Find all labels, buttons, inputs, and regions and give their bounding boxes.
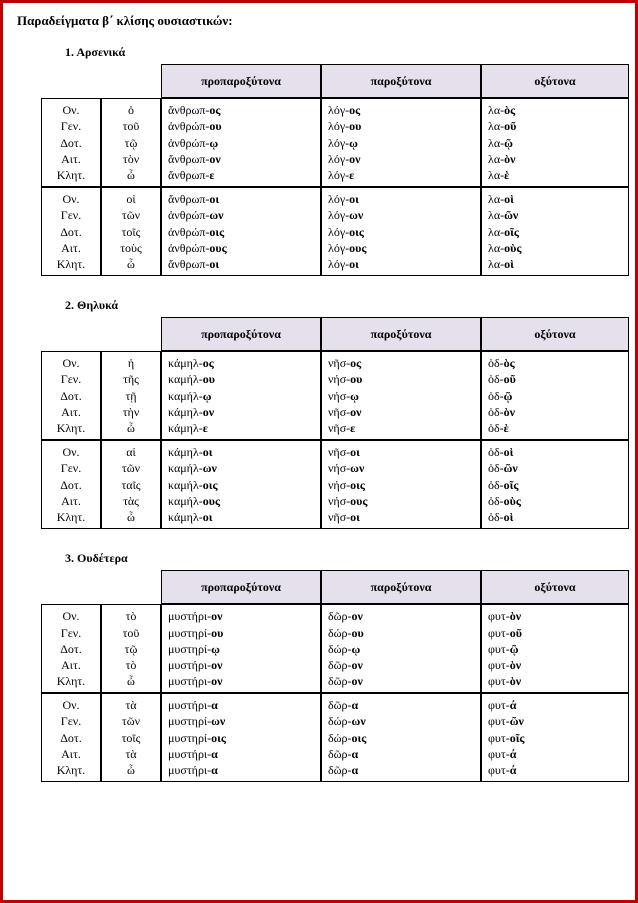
paroxytona-singular: νῆσ-οςνήσ-ουνήσ-ῳνῆσ-οννῆσ-ε <box>321 351 481 440</box>
cases-plural: Ον.Γεν.Δοτ.Αιτ.Κλητ. <box>41 187 101 276</box>
articles-plural: οἱτῶντοῖςτοὺςὦ <box>101 187 161 276</box>
paroxytona-singular: δῶρ-ονδώρ-ουδώρ-ῳδῶρ-ονδῶρ-ον <box>321 604 481 693</box>
paroxytona-plural: δῶρ-αδώρ-ωνδώρ-οιςδῶρ-αδῶρ-α <box>321 693 481 782</box>
declension-table: προπαροξύτοναπαροξύτοναοξύτοναΟν.Γεν.Δοτ… <box>41 570 621 782</box>
oxytona-plural: φυτ-άφυτ-ῶνφυτ-οῖςφυτ-άφυτ-ά <box>481 693 629 782</box>
header-blank <box>41 317 161 351</box>
cases-singular: Ον.Γεν.Δοτ.Αιτ.Κλητ. <box>41 351 101 440</box>
header-blank <box>41 64 161 98</box>
column-header: προπαροξύτονα <box>161 317 321 351</box>
declension-table: προπαροξύτοναπαροξύτοναοξύτοναΟν.Γεν.Δοτ… <box>41 64 621 276</box>
proparoxytona-singular: κάμηλ-οςκαμήλ-ουκαμήλ-ῳκάμηλ-ονκάμηλ-ε <box>161 351 321 440</box>
oxytona-plural: λα-οὶλα-ῶνλα-οῖςλα-οὺςλα-οὶ <box>481 187 629 276</box>
oxytona-singular: λα-ὸςλα-οῦλα-ῷλα-ὸνλα-ὲ <box>481 98 629 187</box>
column-header: οξύτονα <box>481 64 629 98</box>
cases-plural: Ον.Γεν.Δοτ.Αιτ.Κλητ. <box>41 693 101 782</box>
page: Παραδείγματα β΄ κλίσης ουσιαστικών: 1. Α… <box>0 0 638 903</box>
declension-table: προπαροξύτοναπαροξύτοναοξύτοναΟν.Γεν.Δοτ… <box>41 317 621 529</box>
proparoxytona-singular: μυστήρι-ονμυστηρί-ουμυστηρί-ῳμυστήρι-ονμ… <box>161 604 321 693</box>
column-header: οξύτονα <box>481 570 629 604</box>
header-blank <box>41 570 161 604</box>
column-header: προπαροξύτονα <box>161 570 321 604</box>
articles-plural: αἱτῶνταῖςτὰςὦ <box>101 440 161 529</box>
proparoxytona-plural: κάμηλ-οικαμήλ-ωνκαμήλ-οιςκαμήλ-ουςκάμηλ-… <box>161 440 321 529</box>
oxytona-singular: φυτ-ὸνφυτ-οῦφυτ-ῷφυτ-ὸνφυτ-ὸν <box>481 604 629 693</box>
section-label: 2. Θηλυκά <box>65 298 621 313</box>
proparoxytona-plural: ἄνθρωπ-οιἀνθρώπ-ωνἀνθρώπ-οιςἀνθρώπ-ουςἄν… <box>161 187 321 276</box>
articles-singular: ἡτῆςτῇτὴνὦ <box>101 351 161 440</box>
oxytona-plural: ὁδ-οὶὁδ-ῶνὁδ-οῖςὁδ-οὺςὁδ-οὶ <box>481 440 629 529</box>
proparoxytona-singular: ἄνθρωπ-οςἀνθρώπ-ουἀνθρώπ-ῳἄνθρωπ-ονἄνθρω… <box>161 98 321 187</box>
paroxytona-plural: νῆσ-οινήσ-ωννήσ-οιςνήσ-ουςνῆσ-οι <box>321 440 481 529</box>
cases-singular: Ον.Γεν.Δοτ.Αιτ.Κλητ. <box>41 98 101 187</box>
section-label: 1. Αρσενικά <box>65 45 621 60</box>
column-header: παροξύτονα <box>321 64 481 98</box>
column-header: οξύτονα <box>481 317 629 351</box>
paroxytona-plural: λόγ-οιλόγ-ωνλόγ-οιςλόγ-ουςλόγ-οι <box>321 187 481 276</box>
paroxytona-singular: λόγ-οςλόγ-ουλόγ-ῳλόγ-ονλόγ-ε <box>321 98 481 187</box>
column-header: παροξύτονα <box>321 570 481 604</box>
column-header: παροξύτονα <box>321 317 481 351</box>
cases-plural: Ον.Γεν.Δοτ.Αιτ.Κλητ. <box>41 440 101 529</box>
cases-singular: Ον.Γεν.Δοτ.Αιτ.Κλητ. <box>41 604 101 693</box>
articles-singular: τὸτοῦτῷτὸὦ <box>101 604 161 693</box>
section-label: 3. Ουδέτερα <box>65 551 621 566</box>
articles-plural: τὰτῶντοῖςτὰὦ <box>101 693 161 782</box>
proparoxytona-plural: μυστήρι-αμυστηρί-ωνμυστηρί-οιςμυστήρι-αμ… <box>161 693 321 782</box>
page-title: Παραδείγματα β΄ κλίσης ουσιαστικών: <box>17 13 621 29</box>
column-header: προπαροξύτονα <box>161 64 321 98</box>
oxytona-singular: ὁδ-ὸςὁδ-οῦὁδ-ῷὁδ-ὸνὁδ-ὲ <box>481 351 629 440</box>
articles-singular: ὁτοῦτῷτὸνὦ <box>101 98 161 187</box>
